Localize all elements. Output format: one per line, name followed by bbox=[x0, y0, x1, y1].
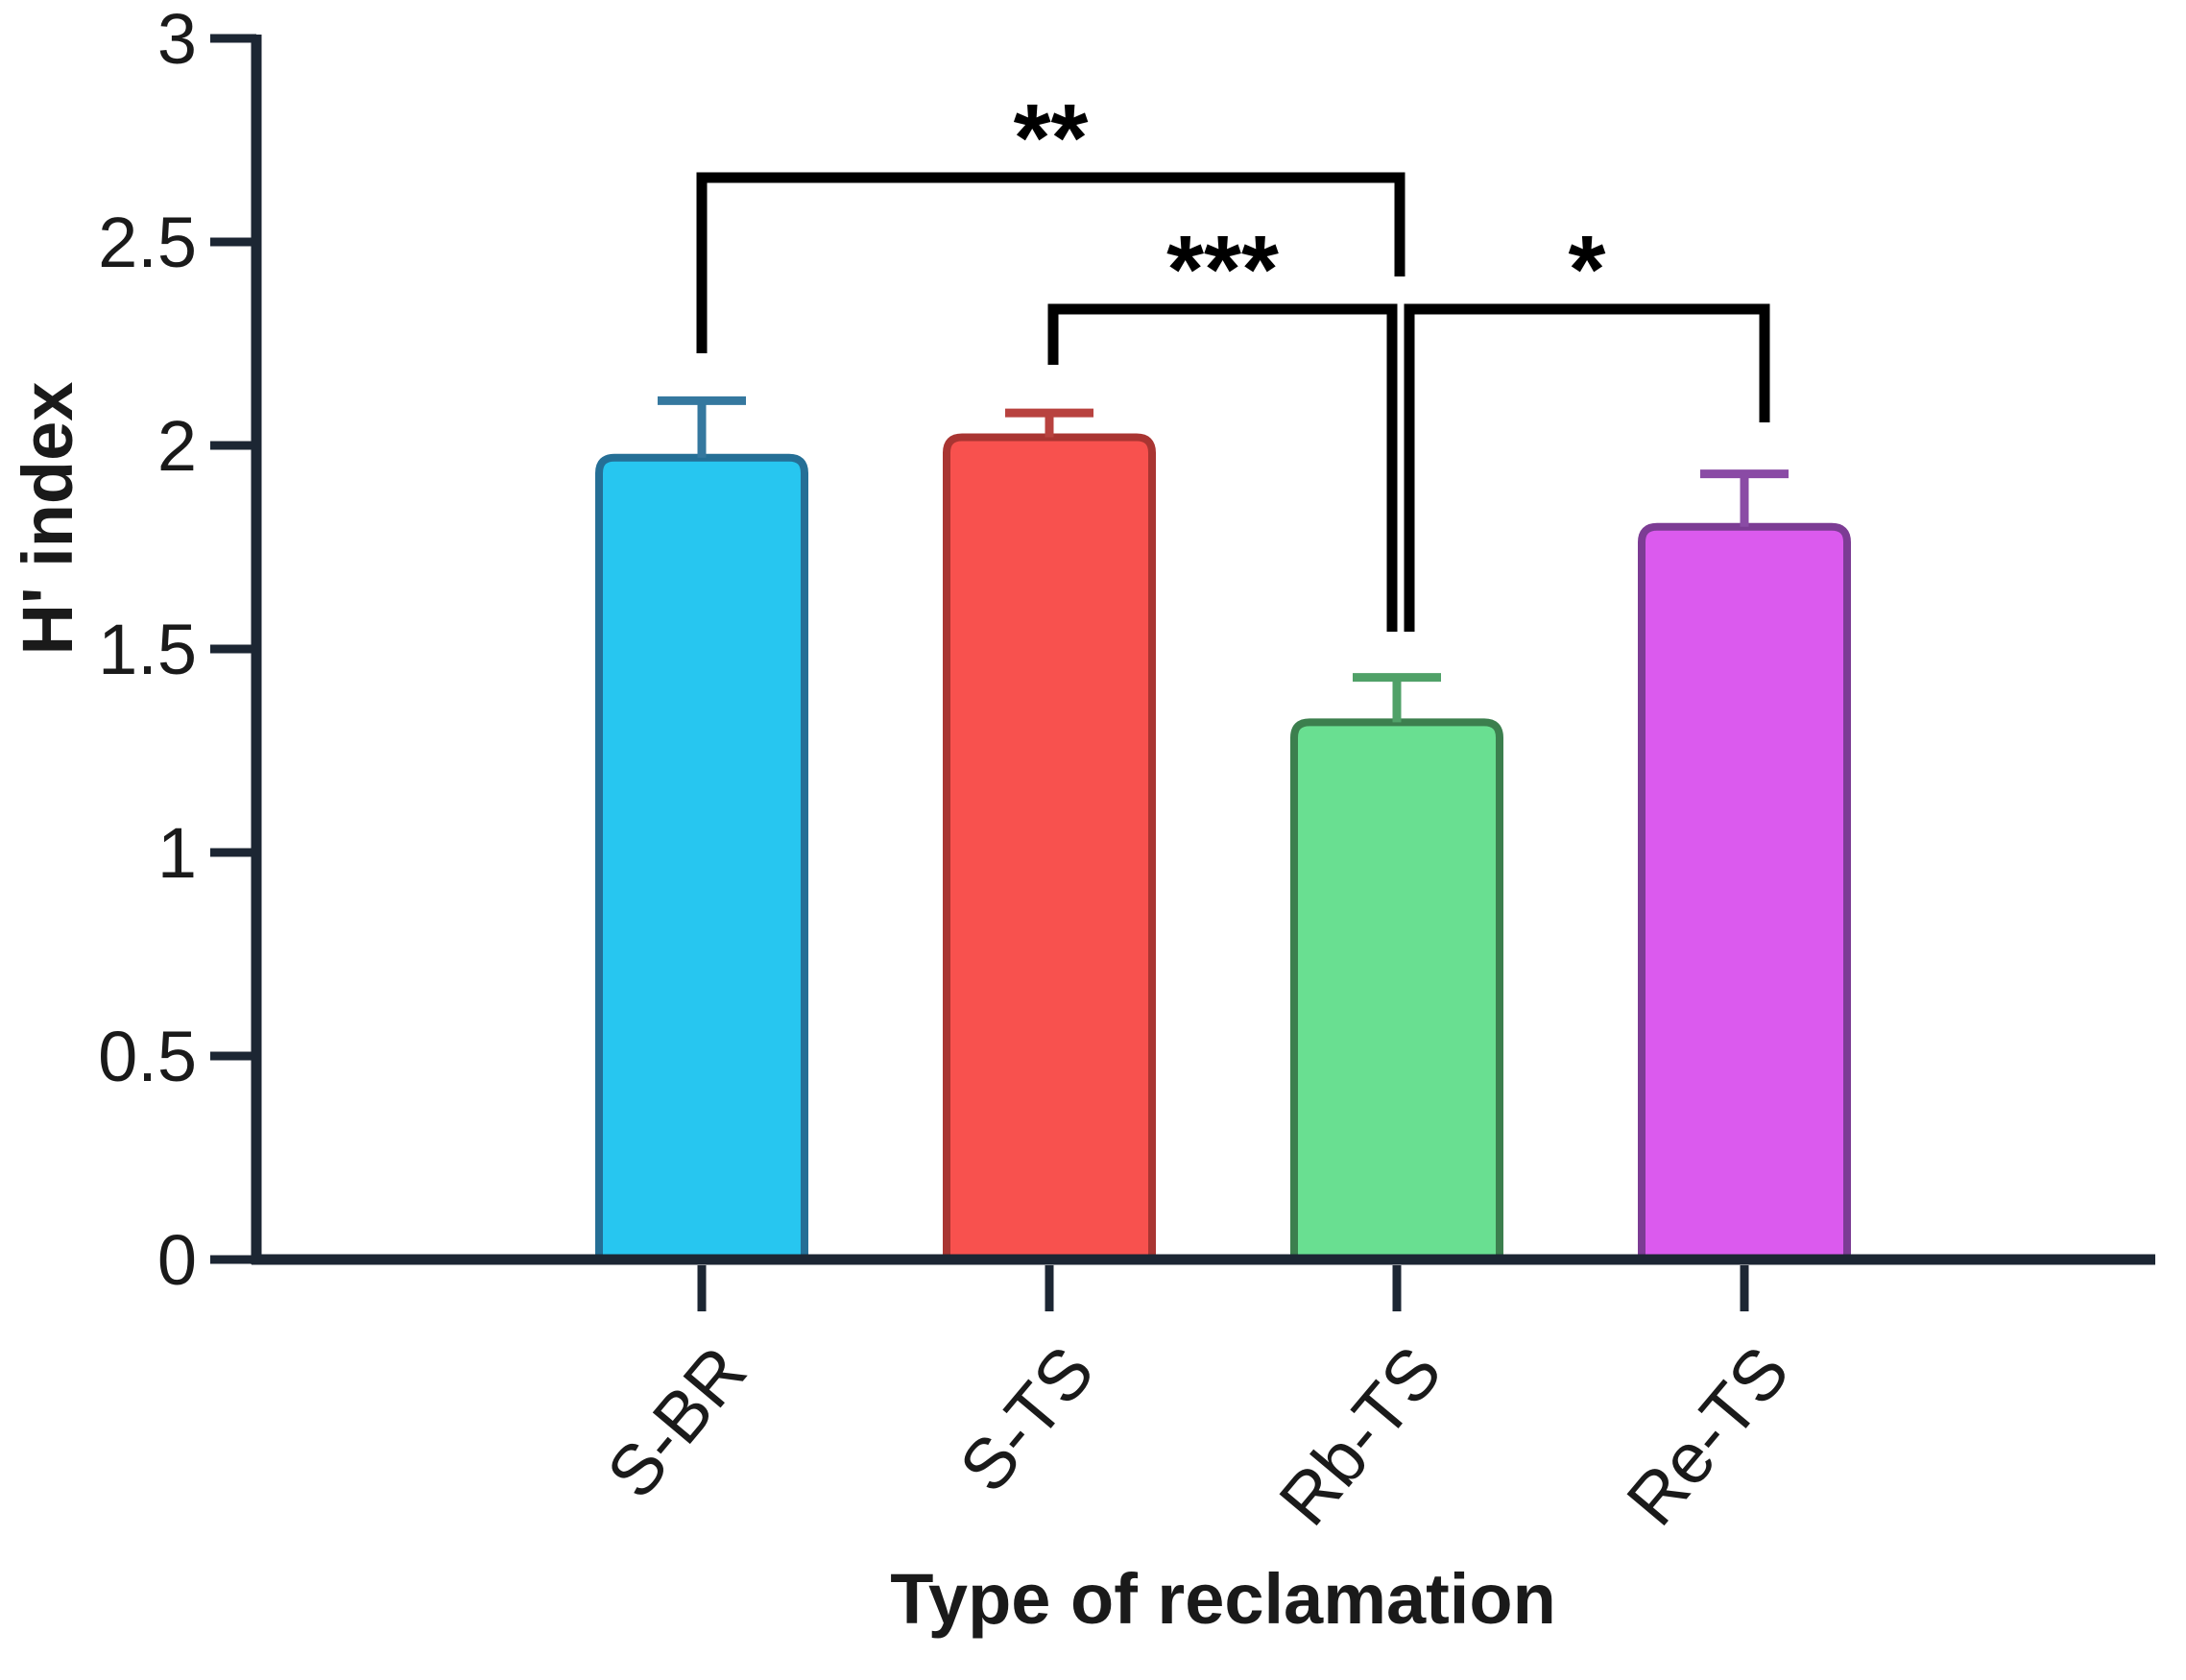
bar-S-BR bbox=[595, 453, 808, 1263]
x-tick-label-Rb-TS: Rb-TS bbox=[1263, 1332, 1456, 1540]
x-tick-label-Re-TS: Re-TS bbox=[1611, 1332, 1804, 1540]
y-tick-label-0: 0 bbox=[157, 1220, 197, 1300]
y-tick-label-2.5: 2.5 bbox=[98, 203, 197, 282]
bar-Rb-TS bbox=[1290, 718, 1503, 1263]
y-axis-title: H' index bbox=[8, 382, 87, 656]
bar-S-TS bbox=[943, 433, 1156, 1263]
y-tick-label-1: 1 bbox=[157, 813, 197, 893]
significance-label-Rb-TS-Re-TS: * bbox=[1569, 216, 1606, 324]
significance-label-S-TS-Rb-TS: *** bbox=[1166, 216, 1279, 324]
x-tick-label-S-TS: S-TS bbox=[944, 1332, 1109, 1506]
y-tick-label-1.5: 1.5 bbox=[98, 610, 197, 689]
plot-area: 00.511.522.53S-BR S-TS Rb-TS Re-TS***** * bbox=[98, 0, 2155, 1540]
significance-label-S-BR-Rb-TS: ** bbox=[1014, 84, 1089, 192]
x-axis-title: Type of reclamation bbox=[890, 1559, 1556, 1639]
y-tick-label-2: 2 bbox=[157, 406, 197, 486]
bar-Re-TS bbox=[1638, 522, 1851, 1263]
x-tick-label-S-BR: S-BR bbox=[591, 1332, 761, 1513]
y-tick-label-3: 3 bbox=[157, 0, 197, 79]
y-tick-label-0.5: 0.5 bbox=[98, 1017, 197, 1096]
